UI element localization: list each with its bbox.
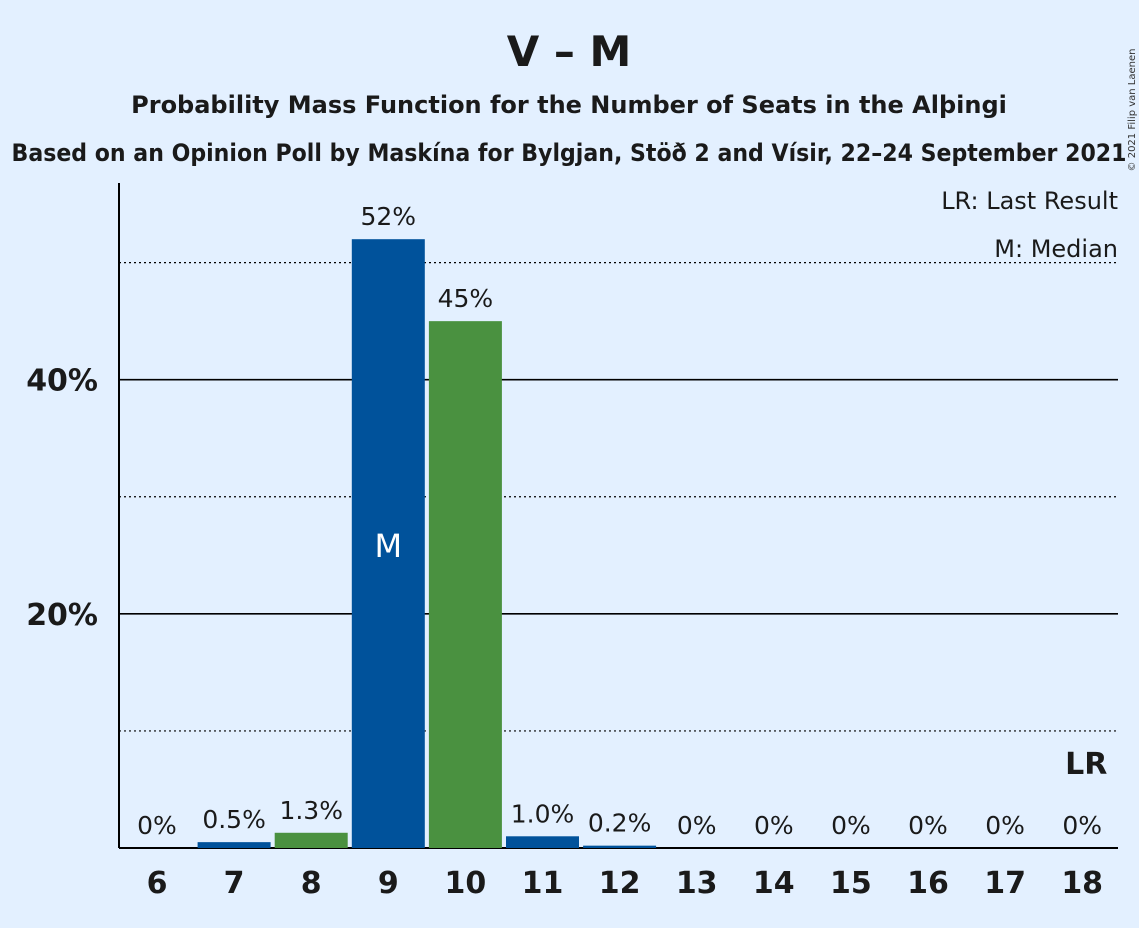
x-tick-label: 15 [830,866,872,901]
copyright-text: © 2021 Filip van Laenen [1127,49,1138,172]
gridlines: 20% 40% [26,262,1118,732]
data-label: 0.2% [588,809,652,838]
x-tick-label: 17 [984,866,1026,901]
legend-median: M: Median [994,235,1118,263]
data-label: 0.5% [202,805,266,834]
x-tick-label: 11 [522,866,564,901]
x-tick-label: 6 [147,866,168,901]
data-label: 1.0% [511,799,575,828]
bars [197,239,657,849]
legend-last-result: LR: Last Result [941,187,1118,215]
x-tick-label: 16 [907,866,949,901]
median-marker: M [374,527,402,565]
x-tick-label: 13 [676,866,718,901]
chart-source: Based on an Opinion Poll by Maskína for … [12,139,1127,167]
y-tick-label: 40% [26,364,98,399]
x-tick-label: 9 [378,866,399,901]
y-tick-label: 20% [26,598,98,633]
chart-subtitle: Probability Mass Function for the Number… [131,91,1007,119]
data-label: 0% [677,811,717,840]
data-labels: 6 0% 7 0.5% 8 1.3% 9 52% M 10 45% 11 1.0% 12 0.2% 13 0% 1… [137,202,1107,901]
x-tick-label: 18 [1061,866,1103,901]
bar [274,832,348,848]
data-label: 52% [361,202,417,231]
data-label: 0% [754,811,794,840]
x-tick-label: 12 [599,866,641,901]
bar [506,836,579,848]
data-label: 0% [1062,811,1102,840]
bar [428,321,502,849]
data-label: 1.3% [279,796,343,825]
x-tick-label: 8 [301,866,322,901]
bar [197,842,271,848]
x-tick-label: 10 [445,866,487,901]
bar [583,845,657,848]
data-label: 0% [908,811,948,840]
data-label: 0% [137,811,177,840]
axes [118,183,1118,849]
chart-title: V – M [507,27,632,76]
x-tick-label: 14 [753,866,795,901]
x-tick-label: 7 [224,866,245,901]
last-result-marker: LR [1065,747,1107,782]
data-label: 0% [831,811,871,840]
bar [351,239,425,848]
data-label: 45% [438,284,494,313]
data-label: 0% [985,811,1025,840]
